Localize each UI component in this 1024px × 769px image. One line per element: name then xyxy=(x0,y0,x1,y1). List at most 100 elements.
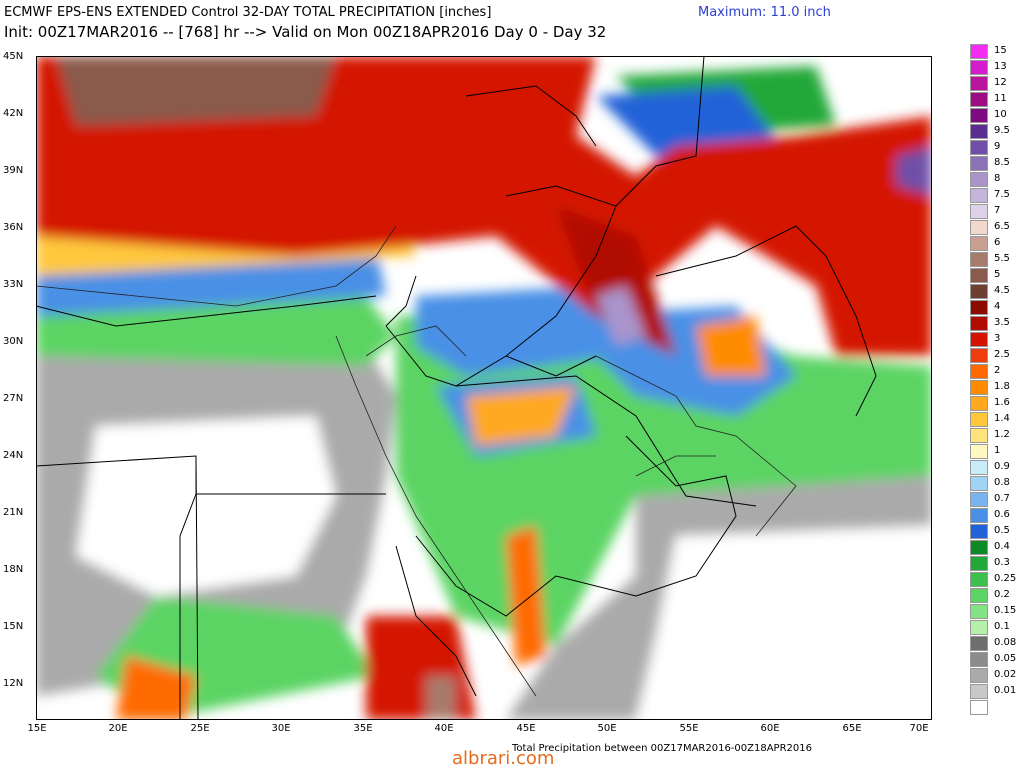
legend-entry: 0.4 xyxy=(970,540,1020,556)
legend-swatch xyxy=(970,668,988,683)
legend-swatch xyxy=(970,140,988,155)
legend-entry: 7.5 xyxy=(970,188,1020,204)
legend-label: 3 xyxy=(994,333,1001,344)
legend-entry: 5.5 xyxy=(970,252,1020,268)
legend-entry: 0.05 xyxy=(970,652,1020,668)
legend-entry: 4.5 xyxy=(970,284,1020,300)
chart-subtitle: Init: 00Z17MAR2016 -- [768] hr --> Valid… xyxy=(4,23,607,41)
legend-swatch xyxy=(970,332,988,347)
legend-swatch xyxy=(970,492,988,507)
legend-entry: 9.5 xyxy=(970,124,1020,140)
legend-entry: 0.25 xyxy=(970,572,1020,588)
legend-swatch xyxy=(970,636,988,651)
legend-label: 1.4 xyxy=(994,413,1010,424)
legend-entry: 0.1 xyxy=(970,620,1020,636)
legend-swatch xyxy=(970,300,988,315)
lon-label: 70E xyxy=(909,723,929,734)
legend-entry: 4 xyxy=(970,300,1020,316)
legend-entry: 2.5 xyxy=(970,348,1020,364)
legend-entry: 0.2 xyxy=(970,588,1020,604)
legend-entry xyxy=(970,700,1020,716)
legend-label: 15 xyxy=(994,45,1007,56)
legend-swatch xyxy=(970,188,988,203)
legend-label: 13 xyxy=(994,61,1007,72)
legend-entry: 1 xyxy=(970,444,1020,460)
legend-swatch xyxy=(970,684,988,699)
legend-entry: 0.01 xyxy=(970,684,1020,700)
legend-entry: 6 xyxy=(970,236,1020,252)
legend-swatch xyxy=(970,476,988,491)
legend-swatch xyxy=(970,44,988,59)
legend-label: 0.01 xyxy=(994,685,1017,696)
legend-swatch xyxy=(970,508,988,523)
legend-label: 0.6 xyxy=(994,509,1010,520)
legend-label: 1.2 xyxy=(994,429,1010,440)
legend-label: 10 xyxy=(994,109,1007,120)
lat-label: 39N xyxy=(3,165,24,176)
legend-swatch xyxy=(970,460,988,475)
lon-label: 65E xyxy=(842,723,862,734)
legend-label: 0.08 xyxy=(994,637,1017,648)
legend-label: 0.05 xyxy=(994,653,1017,664)
legend-entry: 0.8 xyxy=(970,476,1020,492)
legend-entry: 7 xyxy=(970,204,1020,220)
lat-label: 18N xyxy=(3,564,24,575)
lon-label: 15E xyxy=(27,723,47,734)
legend-swatch xyxy=(970,252,988,267)
lat-label: 24N xyxy=(3,450,24,461)
legend-swatch xyxy=(970,204,988,219)
lat-label: 42N xyxy=(3,108,24,119)
lon-label: 40E xyxy=(434,723,454,734)
legend-entry: 13 xyxy=(970,60,1020,76)
legend-swatch xyxy=(970,108,988,123)
legend-entry: 0.6 xyxy=(970,508,1020,524)
legend-label: 0.2 xyxy=(994,589,1010,600)
legend-swatch xyxy=(970,428,988,443)
legend-label: 7.5 xyxy=(994,189,1010,200)
legend-label: 9.5 xyxy=(994,125,1010,136)
legend-label: 6 xyxy=(994,237,1001,248)
legend-label: 2 xyxy=(994,365,1001,376)
legend-label: 0.8 xyxy=(994,477,1010,488)
legend-swatch xyxy=(970,268,988,283)
footer-caption: Total Precipitation between 00Z17MAR2016… xyxy=(512,743,812,754)
lat-label: 27N xyxy=(3,393,24,404)
lon-label: 50E xyxy=(597,723,617,734)
legend-entry: 10 xyxy=(970,108,1020,124)
lat-label: 30N xyxy=(3,336,24,347)
legend-swatch xyxy=(970,604,988,619)
legend-entry: 3 xyxy=(970,332,1020,348)
legend-entry: 1.4 xyxy=(970,412,1020,428)
legend-label: 0.5 xyxy=(994,525,1010,536)
legend-swatch xyxy=(970,540,988,555)
legend-label: 4 xyxy=(994,301,1001,312)
precipitation-map xyxy=(36,56,932,720)
legend-swatch xyxy=(970,348,988,363)
legend-label: 1.8 xyxy=(994,381,1010,392)
lon-label: 25E xyxy=(190,723,210,734)
lon-label: 45E xyxy=(516,723,536,734)
lon-label: 20E xyxy=(108,723,128,734)
legend-entry: 0.7 xyxy=(970,492,1020,508)
legend-swatch xyxy=(970,412,988,427)
lat-label: 12N xyxy=(3,678,24,689)
legend-swatch xyxy=(970,316,988,331)
legend-label: 4.5 xyxy=(994,285,1010,296)
legend-entry: 8 xyxy=(970,172,1020,188)
legend-label: 0.3 xyxy=(994,557,1010,568)
legend-label: 8 xyxy=(994,173,1001,184)
legend-swatch xyxy=(970,284,988,299)
legend-label: 9 xyxy=(994,141,1001,152)
legend-swatch xyxy=(970,396,988,411)
legend-label: 0.7 xyxy=(994,493,1010,504)
legend-label: 6.5 xyxy=(994,221,1010,232)
precipitation-field xyxy=(36,56,932,720)
legend-label: 0.25 xyxy=(994,573,1017,584)
legend-entry: 0.02 xyxy=(970,668,1020,684)
lat-label: 45N xyxy=(3,51,24,62)
legend-entry: 8.5 xyxy=(970,156,1020,172)
legend-entry: 11 xyxy=(970,92,1020,108)
lon-label: 35E xyxy=(353,723,373,734)
legend-label: 0.4 xyxy=(994,541,1010,552)
legend-swatch xyxy=(970,588,988,603)
